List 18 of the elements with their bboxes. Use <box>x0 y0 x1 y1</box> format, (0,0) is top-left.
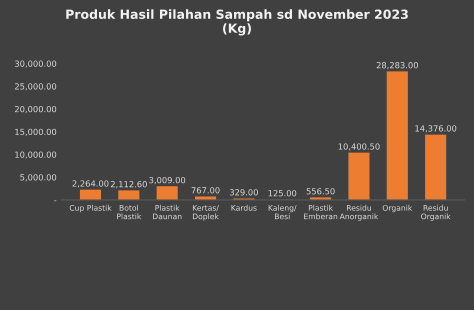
data-label: 28,283.00 <box>376 62 418 70</box>
data-label: 767.00 <box>192 187 220 194</box>
y-tick-label: - <box>54 200 56 202</box>
y-tick-label: 25,000.00 <box>14 83 56 90</box>
chart-title: Produk Hasil Pilahan Sampah sd November 2023 (Kg) <box>66 9 408 36</box>
y-tick-label: 20,000.00 <box>14 106 56 114</box>
y-tick-label: 30,000.00 <box>14 60 56 68</box>
data-label: 556.50 <box>306 188 335 194</box>
data-label: 2,264.00 <box>72 180 108 188</box>
data-label: 2,112.60 <box>110 181 147 188</box>
y-tick-label: 15,000.00 <box>15 128 56 136</box>
data-label: 329.00 <box>230 189 258 196</box>
data-label: 14,376.00 <box>415 125 456 132</box>
data-label: 10,400.50 <box>338 143 380 151</box>
y-tick-label: 10,000.00 <box>15 151 56 159</box>
data-label: 125.00 <box>268 190 296 196</box>
y-tick-label: 5,000.00 <box>20 174 56 182</box>
data-label: 3,009.00 <box>149 176 186 184</box>
